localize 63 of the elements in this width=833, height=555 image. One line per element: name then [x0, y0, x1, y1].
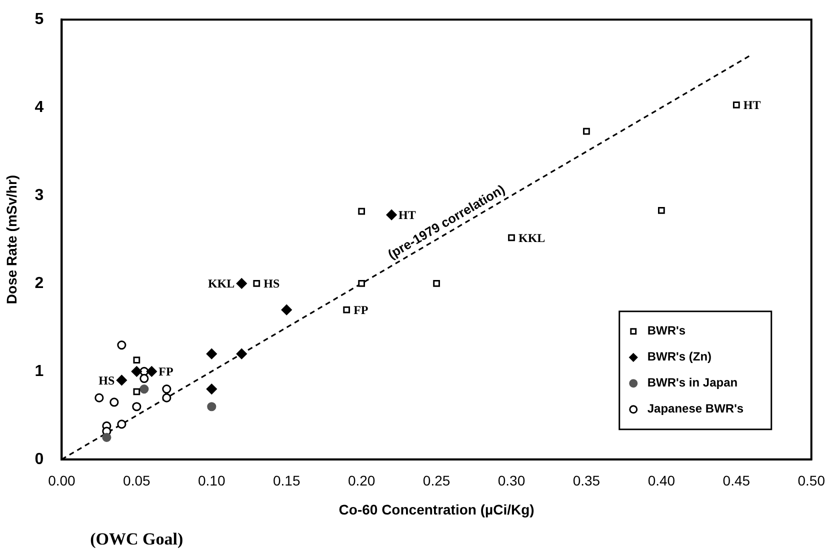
y-axis-title: Dose Rate (mSv/hr): [3, 174, 20, 304]
legend-label: BWR's (Zn): [647, 350, 712, 364]
point: [358, 280, 366, 287]
point: [110, 398, 119, 407]
x-tick-label: 0.10: [198, 472, 226, 489]
y-tick-label: 5: [34, 11, 44, 28]
point: [508, 234, 515, 242]
x-tick-label: 0.35: [572, 472, 600, 489]
point: [732, 101, 740, 108]
point: [253, 280, 260, 287]
x-tick-label: 0.20: [348, 472, 376, 489]
point: [133, 388, 140, 396]
point: [162, 384, 172, 394]
annotation: HT: [743, 98, 761, 112]
x-tick-label: 0.05: [123, 472, 151, 489]
point: [162, 393, 172, 402]
point: [206, 348, 217, 360]
y-tick-label: 2: [34, 274, 44, 292]
annotation: HT: [398, 208, 416, 222]
point: [116, 374, 127, 386]
point: [131, 366, 142, 377]
x-tick-label: 0.45: [722, 472, 750, 489]
point: [207, 402, 216, 412]
point: [281, 304, 292, 316]
annotation: FP: [354, 302, 368, 317]
annotation: FP: [158, 364, 174, 379]
y-tick-label: 1: [34, 362, 44, 380]
x-tick-label: 0.00: [48, 472, 76, 489]
annotation: KKL: [208, 276, 235, 291]
x-tick-label: 0.50: [798, 472, 826, 489]
point: [658, 207, 665, 214]
legend-label: BWR's: [647, 324, 686, 338]
x-axis-title: Co-60 Concentration (µCi/Kg): [338, 501, 534, 518]
point: [206, 384, 217, 394]
annotation: HS: [264, 276, 280, 291]
annotation: KKL: [518, 230, 546, 245]
point: [146, 366, 157, 377]
y-tick-label: 3: [34, 186, 44, 204]
point: [386, 210, 397, 220]
point: [140, 374, 149, 384]
x-tick-label: 0.40: [648, 472, 676, 489]
legend-label: BWR's in Japan: [647, 376, 738, 390]
point: [133, 356, 140, 364]
point: [236, 348, 247, 360]
x-tick-label: 0.25: [422, 472, 450, 489]
point: [343, 306, 350, 314]
point: [94, 393, 104, 402]
x-tick-label: 0.15: [272, 472, 300, 489]
x-tick-label: 0.30: [498, 472, 526, 489]
point: [117, 340, 126, 350]
y-tick-label: 0: [34, 450, 44, 468]
point: [117, 420, 126, 429]
y-tick-label: 4: [34, 98, 44, 116]
point: [433, 280, 440, 287]
point: [132, 402, 142, 412]
text: (OWC Goal): [90, 529, 184, 548]
point: [236, 278, 247, 289]
point: [358, 208, 366, 215]
point: [102, 432, 112, 442]
annotation: HS: [98, 373, 115, 388]
point: [583, 128, 590, 135]
legend-label: Japanese BWR's: [647, 402, 744, 416]
point: [140, 384, 149, 394]
